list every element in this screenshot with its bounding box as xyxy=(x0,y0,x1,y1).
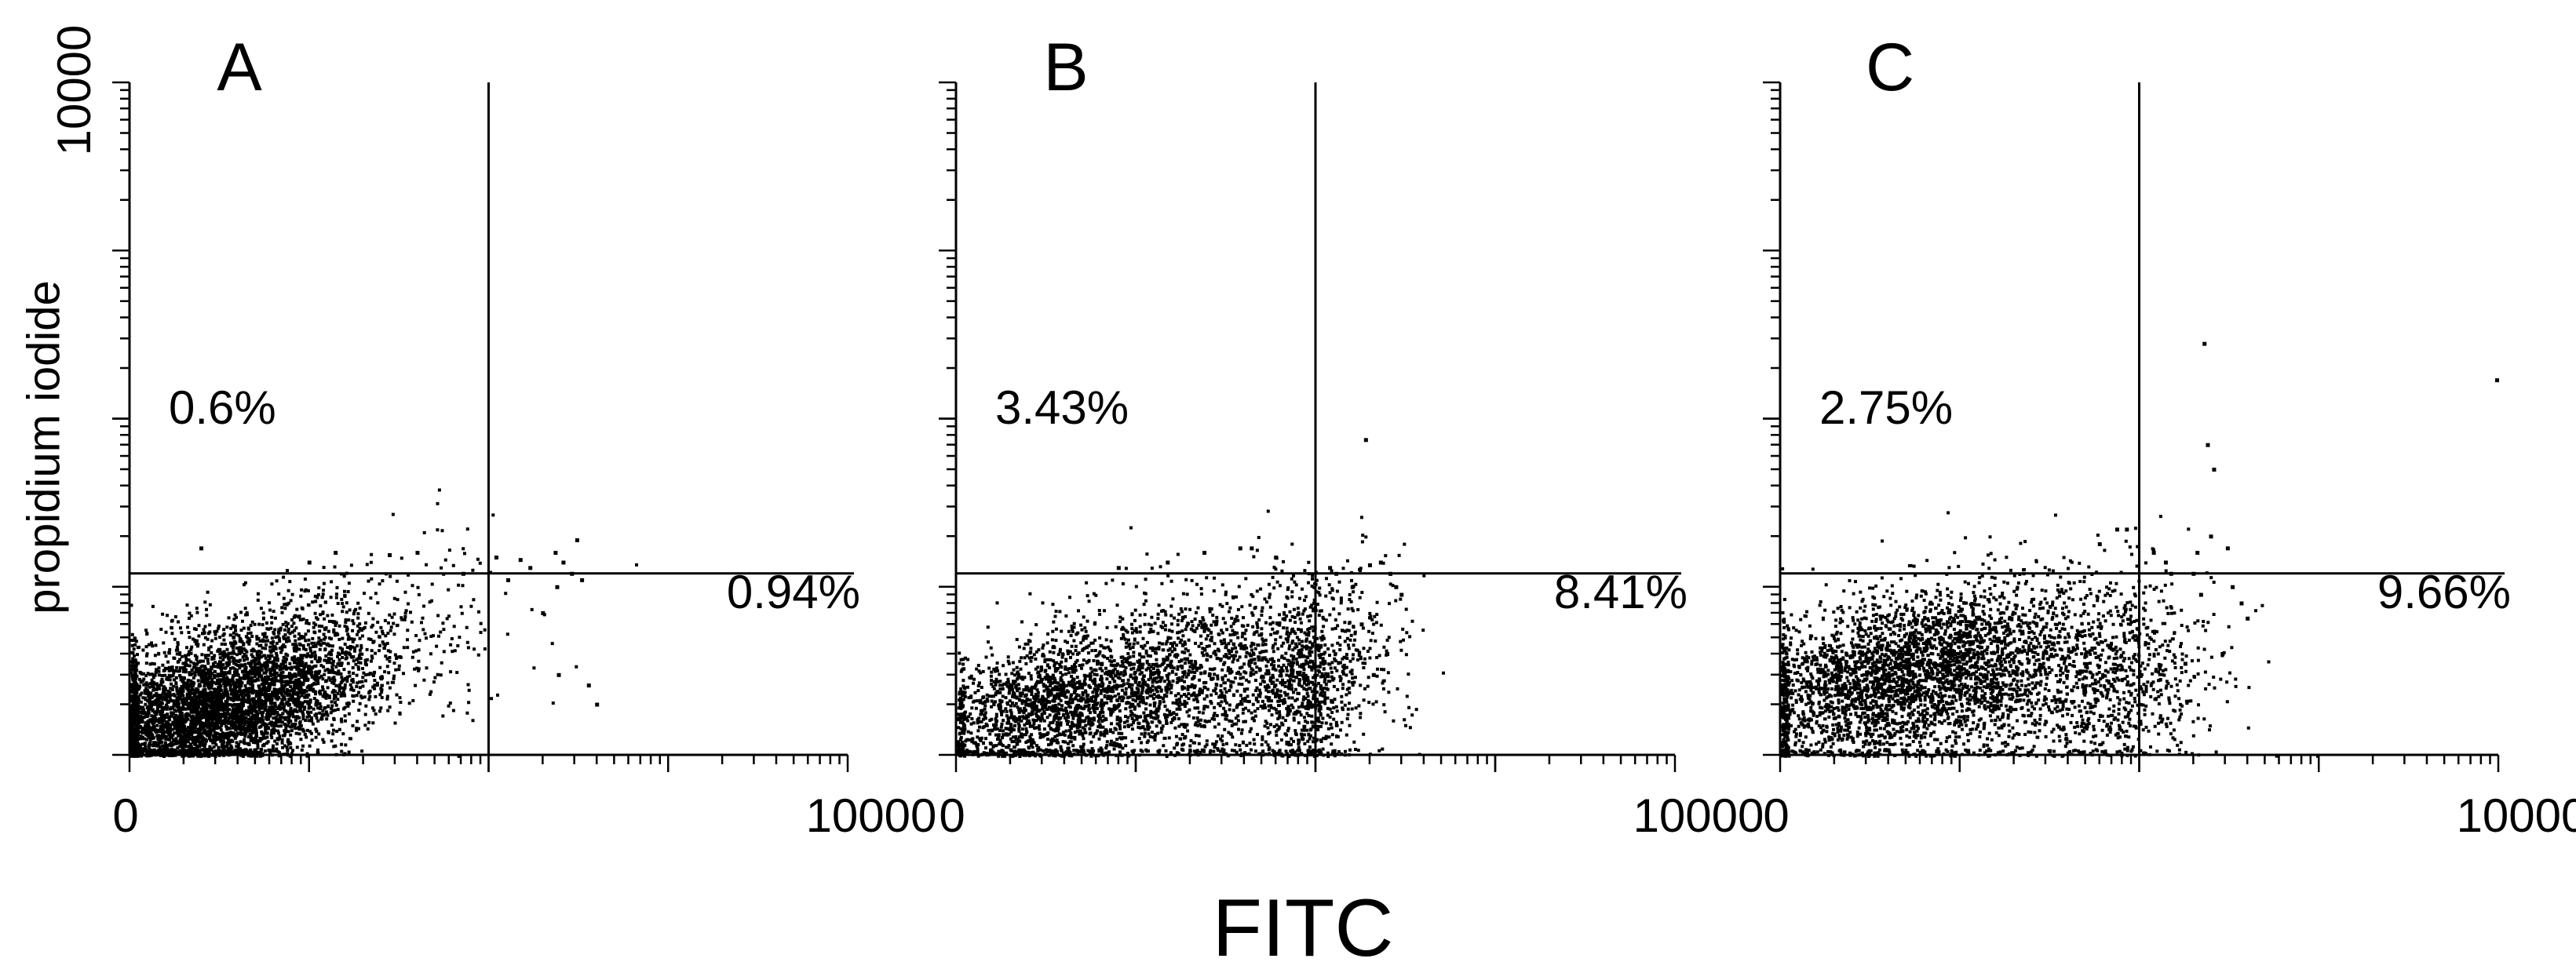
y-axis-title: propidium iodide xyxy=(18,280,69,614)
axis-ticks xyxy=(112,81,849,772)
scatter-point xyxy=(541,610,545,615)
scatter-point xyxy=(334,551,338,556)
scatter-point xyxy=(2097,542,2102,547)
scatter-point xyxy=(555,585,560,589)
panel-label: B xyxy=(1043,30,1088,105)
scatter-point xyxy=(2125,527,2129,532)
scatter-points xyxy=(1780,341,2499,758)
x-axis-title: FITC xyxy=(1212,883,1393,973)
scatter-point xyxy=(1250,546,1254,551)
event-cloud xyxy=(956,509,1445,758)
scatter-point xyxy=(415,551,420,556)
scatter-point xyxy=(1385,652,1390,657)
scatter-point xyxy=(1399,592,1404,597)
scatter-point xyxy=(2212,467,2217,472)
scatter-point xyxy=(553,551,558,556)
scatter-point xyxy=(2209,534,2213,539)
scatter-point xyxy=(518,558,523,563)
scatter-point xyxy=(494,556,498,560)
scatter-point xyxy=(1328,566,1333,570)
y-tick-label: 10000 xyxy=(48,25,100,156)
x-tick-label: 0 xyxy=(1763,789,1789,842)
quadrant-label-upper-left: 3.43% xyxy=(995,381,1129,434)
axis-ticks xyxy=(939,81,1677,772)
scatter-point xyxy=(2202,341,2207,346)
quadrant-label-lower-right: 9.66% xyxy=(2377,566,2511,618)
scatter-point xyxy=(1202,551,1207,556)
quadrant-label-upper-left: 2.75% xyxy=(1819,381,1953,434)
x-tick-label: 10000 xyxy=(1633,789,1764,842)
x-tick-label: 0 xyxy=(939,789,965,842)
scatter-point xyxy=(561,560,566,565)
scatter-point xyxy=(2151,551,2156,556)
scatter-point xyxy=(2183,661,2187,666)
scatter-point xyxy=(1238,546,1242,551)
scatter-point xyxy=(2239,601,2244,606)
scatter-point xyxy=(2206,443,2210,447)
scatter-point xyxy=(388,552,392,557)
scatter-point xyxy=(1359,622,1364,627)
panel-c: C 2.75% 9.66% 0 10000 xyxy=(1763,30,2576,842)
scatter-point xyxy=(1166,560,1170,565)
panel-label: C xyxy=(1866,30,1914,105)
scatter-point xyxy=(1274,556,1279,560)
scatter-point xyxy=(575,538,579,543)
scatter-point xyxy=(506,578,511,582)
scatter-point xyxy=(2246,616,2250,621)
scatter-point xyxy=(2220,652,2225,657)
scatter-point xyxy=(307,560,312,565)
scatter-point xyxy=(556,672,561,677)
quadrant-label-lower-right: 8.41% xyxy=(1554,566,1688,618)
scatter-point xyxy=(2198,592,2203,597)
scatter-points xyxy=(956,438,1445,758)
event-cloud xyxy=(130,488,638,758)
scatter-point xyxy=(1350,585,1355,589)
panel-label: A xyxy=(217,30,262,105)
scatter-point xyxy=(2494,378,2499,383)
scatter-point xyxy=(2114,527,2119,532)
scatter-point xyxy=(595,702,600,707)
panel-b: B 3.43% 8.41% 0 10000 xyxy=(939,30,1764,842)
axis-ticks xyxy=(1763,81,2500,772)
scatter-point xyxy=(2231,585,2235,589)
scatter-point xyxy=(199,546,204,551)
scatter-point xyxy=(2225,546,2230,551)
quadrant-label-lower-right: 0.94% xyxy=(727,566,860,618)
scatter-point xyxy=(586,683,591,688)
scatter-points xyxy=(130,488,638,758)
scatter-point xyxy=(528,566,533,570)
scatter-point xyxy=(1378,560,1383,565)
scatter-point xyxy=(2195,551,2200,556)
panel-a: A 0.6% 0.94% 0 10000 10000 xyxy=(48,25,936,842)
scatter-point xyxy=(1371,672,1376,677)
x-tick-label: 10000 xyxy=(806,789,937,842)
x-tick-label: 10000 xyxy=(2457,789,2576,842)
scatter-point xyxy=(580,578,585,582)
event-cloud xyxy=(1780,511,2319,758)
scatter-point xyxy=(1367,563,1372,567)
scatter-point xyxy=(2163,560,2168,565)
x-tick-label: 0 xyxy=(112,789,138,842)
scatter-point xyxy=(1116,566,1121,570)
quadrant-label-upper-left: 0.6% xyxy=(169,381,276,434)
scatter-point xyxy=(1394,585,1399,589)
scatter-point xyxy=(1363,438,1368,443)
